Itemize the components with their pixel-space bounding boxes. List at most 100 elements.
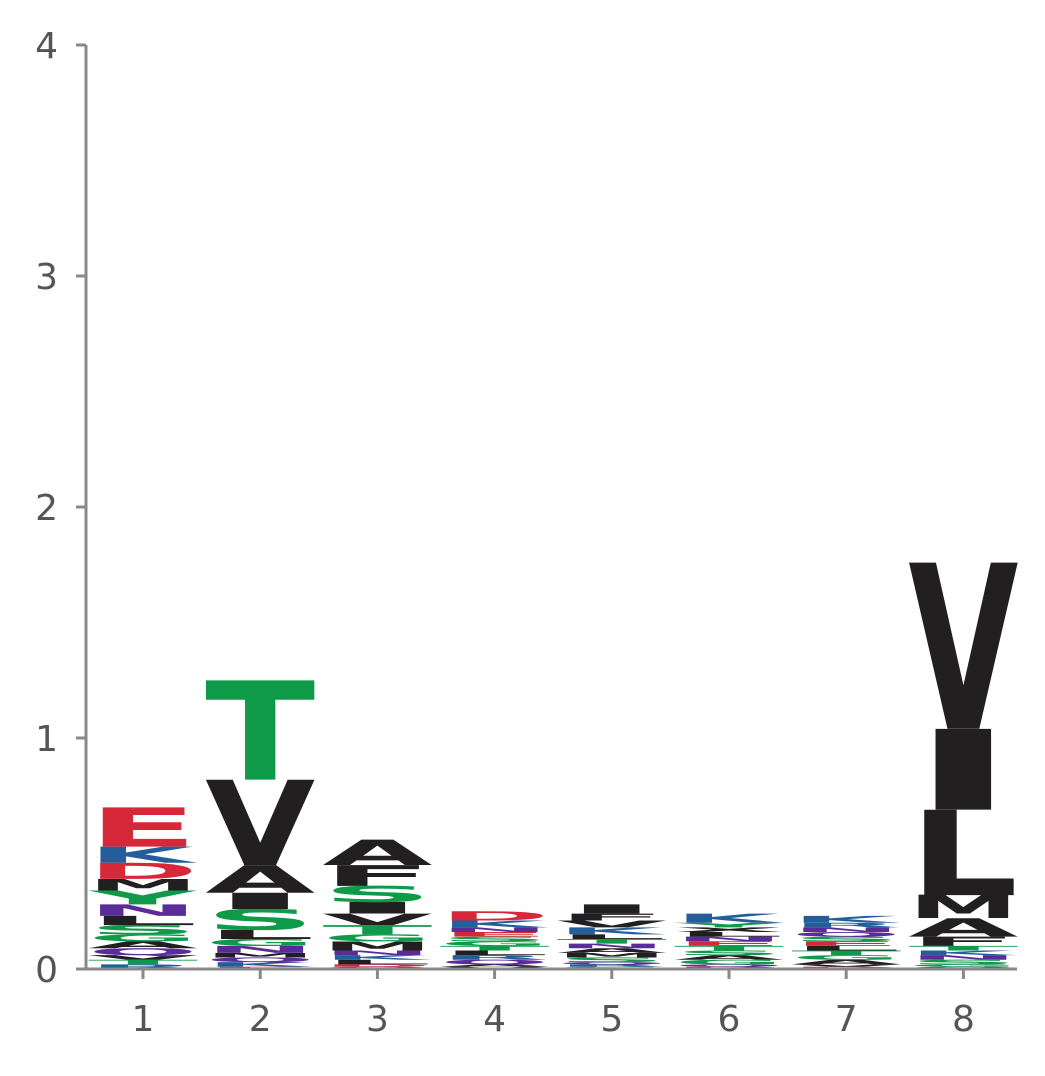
logo-letter-N: N bbox=[88, 901, 198, 919]
logo-letter-X: X bbox=[674, 926, 784, 933]
logo-letter-M: M bbox=[908, 889, 1018, 926]
logo-letter-V: V bbox=[205, 756, 315, 893]
logo-letter-K: K bbox=[557, 926, 667, 937]
x-tick-label: 6 bbox=[718, 999, 741, 1040]
y-tick-label: 4 bbox=[35, 26, 58, 67]
logo-letter-F: F bbox=[908, 934, 1018, 949]
logo-letter-V: V bbox=[322, 910, 432, 928]
logo-letter-V: V bbox=[791, 964, 901, 968]
logo-letter-M: M bbox=[88, 876, 198, 894]
y-ticks: 0 1 2 3 4 bbox=[35, 26, 86, 991]
y-tick-label: 2 bbox=[35, 488, 58, 529]
logo-letter-L: L bbox=[908, 786, 1018, 923]
logo-letter-T: T bbox=[557, 938, 667, 945]
logo-letter-V: V bbox=[88, 954, 198, 961]
position-stack-7: DVAGTLESQNRK bbox=[791, 914, 901, 970]
letter-stacks: RTVQAGSLNYMDKEEKQMNGLSIAVTQDLKNMGTVISFAV… bbox=[87, 518, 1019, 971]
logo-letter-M: M bbox=[322, 939, 432, 954]
logo-letter-M: M bbox=[205, 952, 315, 959]
logo-letter-L: L bbox=[88, 913, 198, 928]
logo-letter-S: S bbox=[674, 949, 784, 956]
logo-letter-I: I bbox=[557, 902, 667, 917]
logo-letter-Y: Y bbox=[673, 922, 785, 929]
logo-letter-I: I bbox=[322, 899, 432, 917]
logo-letter-S: S bbox=[205, 903, 315, 936]
y-tick-label: 1 bbox=[35, 719, 58, 760]
logo-letter-A: A bbox=[440, 964, 550, 968]
logo-letter-T: T bbox=[908, 945, 1018, 952]
logo-letter-A: A bbox=[557, 947, 667, 954]
logo-letter-S: S bbox=[791, 935, 901, 942]
logo-letter-D: D bbox=[440, 909, 550, 924]
logo-letter-R: R bbox=[88, 963, 198, 970]
logo-letter-A: A bbox=[322, 833, 432, 873]
logo-letter-T: T bbox=[674, 945, 784, 952]
x-tick-label: 3 bbox=[366, 999, 389, 1040]
logo-letter-E: E bbox=[88, 797, 198, 859]
logo-letter-A: A bbox=[791, 959, 901, 966]
logo-letter-F: F bbox=[322, 860, 432, 893]
logo-letter-A: A bbox=[88, 939, 198, 950]
logo-letter-Y: Y bbox=[87, 887, 198, 909]
logo-letter-Q: Q bbox=[88, 946, 198, 957]
logo-letter-N: N bbox=[791, 926, 901, 933]
logo-letter-G: G bbox=[322, 933, 432, 944]
logo-letter-L: L bbox=[674, 931, 784, 938]
logo-letter-G: G bbox=[440, 940, 550, 947]
logo-letter-L: L bbox=[557, 933, 667, 940]
logo-letter-T: T bbox=[440, 945, 550, 952]
logo-letter-S: S bbox=[908, 959, 1018, 966]
x-ticks: 1 2 3 4 5 6 7 8 bbox=[132, 969, 975, 1040]
logo-letter-K: K bbox=[908, 949, 1018, 956]
position-stack-8: QGSNKTFAMLIV bbox=[908, 518, 1018, 970]
x-tick-label: 5 bbox=[600, 999, 623, 1040]
logo-letter-G: G bbox=[88, 933, 198, 944]
logo-letter-K: K bbox=[440, 919, 550, 930]
logo-letter-A: A bbox=[908, 913, 1018, 943]
logo-letter-E: E bbox=[440, 931, 550, 938]
logo-letter-S: S bbox=[88, 923, 198, 938]
position-stack-6: DQGASTENLXYK bbox=[673, 911, 785, 970]
logo-letter-Q: Q bbox=[557, 961, 667, 965]
logo-letter-D: D bbox=[88, 859, 198, 885]
logo-letter-G: G bbox=[205, 937, 315, 948]
logo-letter-G: G bbox=[791, 954, 901, 961]
logo-letter-G: G bbox=[908, 964, 1018, 968]
logo-letter-L: L bbox=[791, 945, 901, 952]
logo-letter-I: I bbox=[205, 888, 315, 914]
logo-letter-R: R bbox=[440, 954, 550, 961]
x-tick-label: 1 bbox=[132, 999, 155, 1040]
x-tick-label: 4 bbox=[483, 999, 506, 1040]
logo-letter-D: D bbox=[322, 964, 432, 968]
logo-letter-S: S bbox=[440, 935, 550, 942]
logo-letter-K: K bbox=[205, 961, 315, 968]
position-stack-5: GRQSMANTLKVFI bbox=[557, 902, 667, 970]
logo-letter-S: S bbox=[322, 882, 432, 908]
logo-letter-N: N bbox=[908, 954, 1018, 961]
logo-letter-I: I bbox=[908, 707, 1018, 836]
logo-letter-N: N bbox=[322, 949, 432, 956]
logo-letter-T: T bbox=[791, 949, 901, 956]
logo-letter-F: F bbox=[557, 912, 667, 923]
y-tick-label: 3 bbox=[35, 257, 58, 298]
logo-letter-E: E bbox=[791, 940, 901, 947]
logo-letter-Q: Q bbox=[791, 931, 901, 938]
logo-letter-Q: Q bbox=[205, 956, 315, 963]
logo-letter-Q: Q bbox=[674, 964, 784, 968]
logo-letter-N: N bbox=[557, 942, 667, 949]
logo-letter-K: K bbox=[88, 842, 198, 868]
logo-letter-V: V bbox=[908, 518, 1018, 783]
logo-letter-E: E bbox=[674, 940, 784, 947]
x-tick-label: 8 bbox=[952, 999, 975, 1040]
logo-letter-K: K bbox=[674, 911, 784, 926]
logo-letter-L: L bbox=[205, 927, 315, 942]
logo-letter-R: R bbox=[791, 922, 901, 929]
logo-letter-N: N bbox=[440, 926, 550, 933]
logo-letter-L: L bbox=[440, 949, 550, 956]
logo-letter-Q: Q bbox=[440, 959, 550, 966]
position-stack-4: VAQRLTGSENKD bbox=[440, 909, 550, 970]
